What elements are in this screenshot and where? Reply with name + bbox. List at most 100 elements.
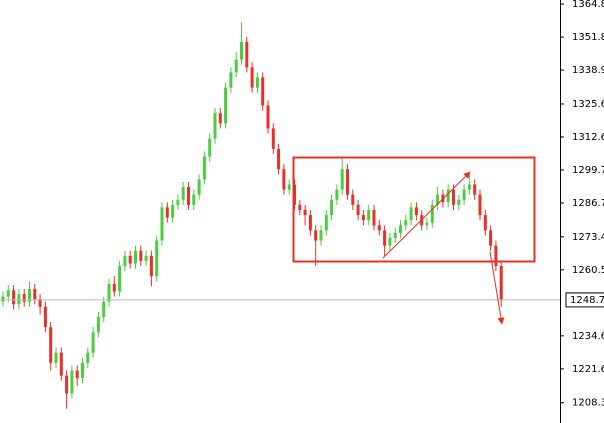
candle-body [266, 105, 270, 129]
y-tick-label: 1221.65 [572, 364, 604, 375]
candle-body [478, 194, 482, 216]
candle-body [54, 352, 58, 363]
candle-body [255, 77, 259, 88]
down-arrow [489, 251, 505, 325]
y-tick-label: 1338.90 [572, 65, 604, 76]
candle-body [65, 375, 69, 394]
candle-body [367, 209, 371, 221]
candle-body [75, 370, 79, 379]
y-tick-label: 1208.35 [572, 398, 604, 409]
candle-body [383, 230, 387, 246]
candle-body [139, 250, 143, 261]
candle-body [91, 332, 95, 353]
y-tick-label: 1325.60 [572, 99, 604, 110]
candle-body [346, 169, 349, 195]
candle-body [457, 199, 461, 205]
candle-body [372, 209, 376, 226]
candle-body [277, 148, 281, 170]
candle-body [59, 352, 63, 376]
candle-body [202, 156, 206, 180]
y-tick-label: 1286.75 [572, 198, 604, 209]
candle-body [224, 87, 228, 124]
candle-body [404, 220, 408, 226]
candle-body [335, 189, 339, 200]
candle-body [49, 327, 53, 363]
candle-body [102, 301, 106, 317]
candle-body [388, 238, 392, 246]
candle-body [245, 41, 249, 68]
candle-body [96, 316, 100, 333]
candle-body [33, 288, 37, 300]
candle-body [287, 184, 291, 190]
candle-body [197, 179, 201, 195]
candle-body [81, 362, 84, 379]
candle-body [361, 215, 365, 221]
candle-body [70, 370, 74, 394]
candle-body [452, 189, 455, 205]
candle-body [123, 255, 127, 267]
candle-body [208, 138, 212, 157]
candle-body [250, 67, 254, 88]
candle-body [118, 266, 122, 292]
candle-body [86, 352, 90, 363]
candle-body [473, 184, 477, 195]
candle-body [271, 128, 275, 149]
candle-body [303, 209, 307, 216]
candle-body [414, 207, 418, 216]
candle-body [22, 294, 26, 302]
y-tick-label: 1273.45 [572, 232, 604, 243]
candle-body [314, 230, 318, 241]
candle-body [128, 255, 132, 264]
candle-body [377, 225, 381, 231]
range-box [292, 156, 536, 263]
candle-body [38, 299, 42, 307]
y-tick-label: 1364.80 [572, 0, 604, 10]
candle-body [436, 194, 440, 205]
y-tick-label: 1299.70 [572, 165, 604, 176]
candle-body [181, 187, 185, 200]
candle-body [351, 194, 355, 205]
candle-body [340, 169, 344, 190]
candle-body [319, 230, 323, 241]
candle-body [144, 255, 148, 261]
candle-body [399, 225, 402, 233]
y-tick-label: 1260.50 [572, 265, 604, 276]
candle-body [17, 294, 21, 305]
candle-body [229, 72, 233, 88]
candle-body [483, 215, 487, 231]
candle-body [393, 232, 397, 239]
candle-body [489, 230, 493, 246]
candle-body [6, 290, 10, 297]
candle-body [43, 306, 47, 328]
candle-body [308, 215, 312, 231]
candle-body [171, 204, 175, 218]
candle-body [462, 189, 466, 200]
candle-body [446, 189, 450, 203]
candle-body [467, 184, 471, 190]
up-arrow [382, 171, 471, 259]
candle-body [261, 77, 265, 106]
last-price-box [565, 292, 604, 308]
candle-body [1, 296, 5, 302]
candle-body [192, 194, 196, 205]
candle-body [12, 290, 16, 305]
candle-body [430, 204, 434, 223]
candle-body [425, 222, 429, 226]
plot-area [0, 22, 560, 409]
y-tick-label: 1351.85 [572, 32, 604, 43]
candle-body [234, 59, 238, 73]
candle-body [240, 41, 243, 60]
candle-body [494, 245, 498, 267]
candle-body [324, 215, 328, 231]
candle-body [134, 250, 137, 264]
candle-body [165, 207, 169, 218]
candle-body [176, 199, 180, 205]
candle-body [330, 199, 334, 216]
candle-body [187, 187, 190, 205]
candle-body [149, 255, 153, 277]
candle-body [160, 207, 164, 241]
candle-body [28, 288, 31, 302]
candle-body [155, 240, 159, 277]
y-tick-label: 1312.65 [572, 132, 604, 143]
